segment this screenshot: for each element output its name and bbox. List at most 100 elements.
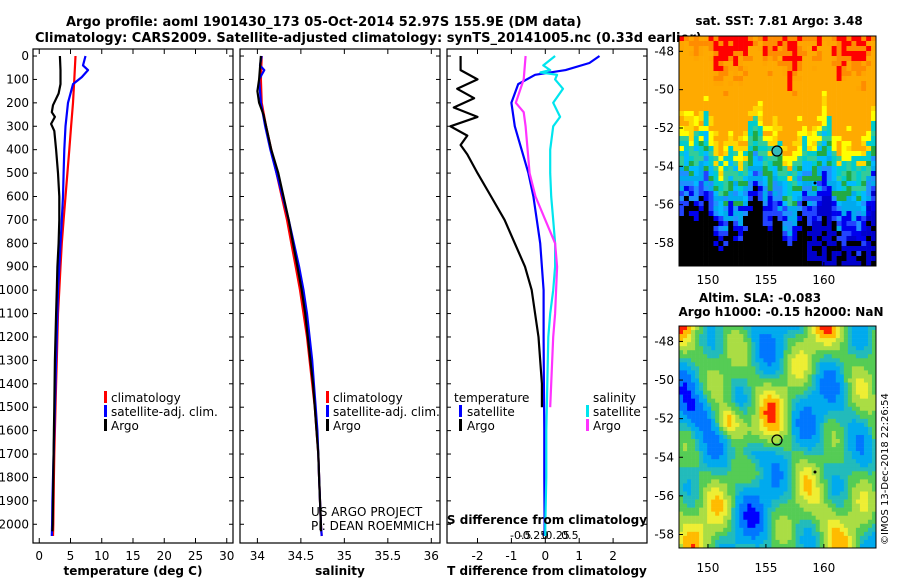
sla-cell (759, 410, 764, 416)
sla-cell (763, 499, 768, 504)
sla-cell (847, 459, 853, 464)
sla-cell (819, 386, 825, 391)
sst-cell (683, 251, 690, 257)
sla-cell (747, 338, 752, 343)
sst-cell (743, 186, 749, 192)
sla-cell (851, 487, 857, 492)
sst-cell (846, 191, 852, 197)
sla-cell (799, 503, 804, 508)
sla-cell (707, 386, 712, 391)
sla-cell (823, 455, 829, 460)
sla-cell (727, 479, 732, 484)
sla-cell (803, 443, 808, 448)
sst-cell (797, 116, 803, 122)
sla-cell (807, 507, 812, 512)
sla-cell (819, 499, 825, 504)
sst-cell (777, 211, 783, 217)
sst-cell (743, 91, 749, 97)
sst-cell (802, 261, 808, 267)
sla-cell (799, 362, 804, 367)
sla-cell (795, 338, 800, 343)
sla-cell (711, 386, 716, 391)
sla-cell (767, 326, 772, 331)
sst-cell (782, 251, 788, 257)
sla-cell (763, 503, 768, 508)
sla-cell (839, 410, 845, 416)
sla-cell (687, 402, 692, 408)
sst-cell (826, 116, 832, 122)
sla-cell (731, 414, 736, 420)
sst-cell (679, 41, 685, 47)
sst-cell (683, 106, 690, 112)
sla-cell (783, 390, 788, 395)
sla-cell (811, 535, 816, 541)
sst-cell (807, 211, 813, 217)
sst-cell (777, 236, 783, 242)
depth-tick-label: 1900 (0, 494, 29, 508)
sst-cell (738, 211, 744, 217)
sst-cell (757, 66, 764, 72)
sla-cell (751, 443, 756, 448)
sst-cell (728, 41, 734, 47)
sla-cell (727, 443, 732, 448)
sst-cell (851, 101, 857, 107)
sla-cell (735, 374, 740, 379)
sst-cell (826, 256, 832, 262)
sla-cell (827, 386, 833, 391)
sla-cell (731, 523, 736, 529)
sst-cell (713, 141, 719, 147)
sla-cell (859, 374, 865, 379)
sla-cell (711, 515, 716, 521)
sst-cell (767, 56, 773, 62)
sst-cell (713, 146, 719, 152)
sla-cell (783, 326, 788, 331)
sst-cell (811, 241, 818, 247)
sst-cell (831, 61, 837, 67)
sla-cell (779, 326, 784, 331)
sla-cell (735, 507, 740, 512)
sst-cell (738, 116, 744, 122)
sla-cell (851, 475, 857, 480)
sst-cell (703, 81, 709, 87)
sla-cell (703, 402, 708, 408)
sla-cell (731, 362, 736, 367)
sla-cell (855, 402, 861, 408)
sla-cell (851, 443, 857, 448)
sst-cell (802, 46, 808, 52)
sla-cell (811, 334, 816, 339)
sst-cell (772, 41, 778, 47)
sla-cell (787, 430, 792, 436)
sla-cell (767, 390, 772, 395)
sla-cell (863, 410, 869, 416)
sst-cell (738, 151, 744, 157)
sla-cell (783, 471, 788, 476)
sst-cell (703, 91, 709, 97)
sla-cell (771, 447, 776, 452)
sst-cell (792, 56, 798, 62)
sst-cell (811, 226, 818, 232)
sla-cell (807, 338, 812, 343)
sst-cell (772, 261, 778, 267)
sla-cell (687, 527, 692, 533)
sst-cell (777, 131, 783, 137)
sla-cell (859, 487, 865, 492)
sst-cell (811, 76, 818, 82)
sla-cell (763, 398, 768, 403)
sla-cell (719, 338, 724, 343)
sla-cell (799, 358, 804, 363)
sst-cell (792, 51, 798, 57)
sst-cell (723, 116, 729, 122)
sla-cell (787, 426, 792, 432)
sst-cell (752, 191, 759, 197)
sst-cell (831, 111, 837, 117)
sst-cell (743, 86, 749, 92)
sst-cell (836, 241, 842, 247)
sla-cell (767, 362, 772, 367)
sst-cell (693, 81, 699, 87)
sst-cell (752, 46, 759, 52)
sla-cell (839, 531, 845, 537)
sla-cell (823, 394, 829, 399)
sst-cell (831, 251, 837, 257)
sst-cell (841, 41, 847, 47)
sla-cell (703, 358, 708, 363)
